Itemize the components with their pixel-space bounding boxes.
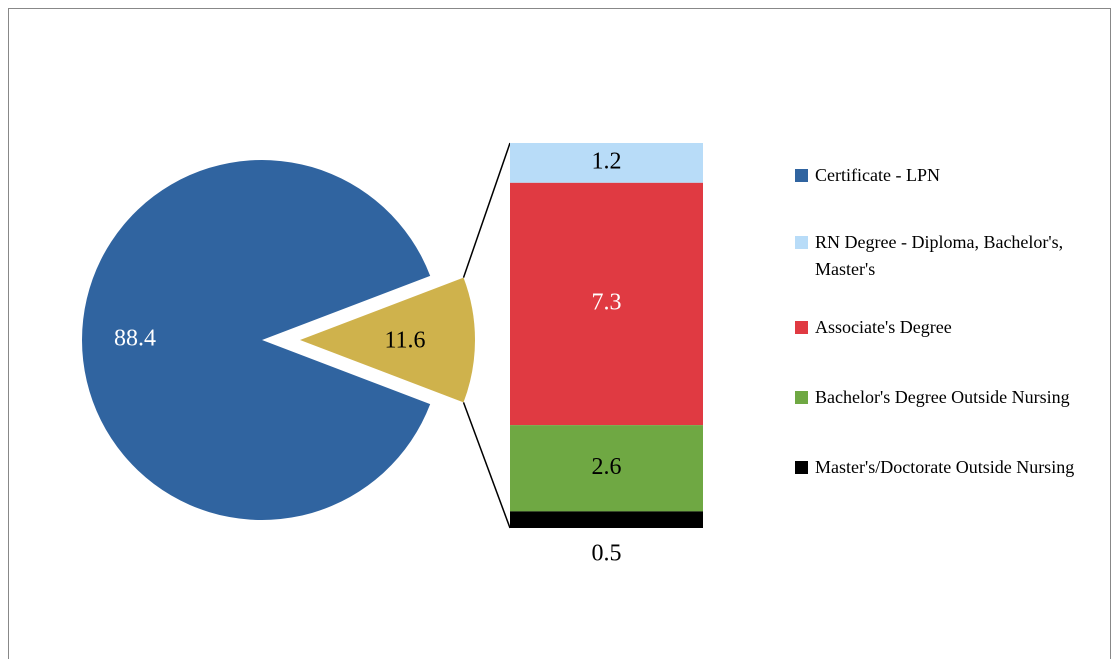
bar-segment xyxy=(510,143,703,183)
data-label: 88.4 xyxy=(114,326,156,352)
data-label: 1.2 xyxy=(592,148,622,174)
bar-segment xyxy=(510,425,703,512)
chart-frame xyxy=(8,8,1111,659)
legend-entry: Associate's Degree xyxy=(795,314,1095,341)
pie-slice xyxy=(81,159,431,521)
pie-slice xyxy=(300,277,475,403)
legend-entry: RN Degree - Diploma, Bachelor's, Master'… xyxy=(795,229,1095,283)
legend-swatch xyxy=(795,391,808,404)
connector-line xyxy=(462,142,511,278)
data-label: 0.5 xyxy=(592,541,622,567)
connector-line xyxy=(462,402,511,529)
legend-swatch xyxy=(795,169,808,182)
legend-label: RN Degree - Diploma, Bachelor's, Master'… xyxy=(815,232,1064,279)
legend-entry: Master's/Doctorate Outside Nursing xyxy=(795,454,1095,481)
legend-label: Master's/Doctorate Outside Nursing xyxy=(815,457,1075,477)
data-label: 2.6 xyxy=(592,454,622,480)
bar-segment xyxy=(510,182,703,426)
legend-swatch xyxy=(795,321,808,334)
legend-swatch xyxy=(795,461,808,474)
legend-label: Bachelor's Degree Outside Nursing xyxy=(815,387,1070,407)
bar-segment xyxy=(510,511,703,528)
legend-label: Certificate - LPN xyxy=(815,165,940,185)
legend-swatch xyxy=(795,236,808,249)
data-label: 7.3 xyxy=(592,289,622,315)
legend-entry: Bachelor's Degree Outside Nursing xyxy=(795,384,1095,411)
legend-entry: Certificate - LPN xyxy=(795,162,1095,189)
legend-label: Associate's Degree xyxy=(815,317,952,337)
data-label: 11.6 xyxy=(384,328,425,354)
